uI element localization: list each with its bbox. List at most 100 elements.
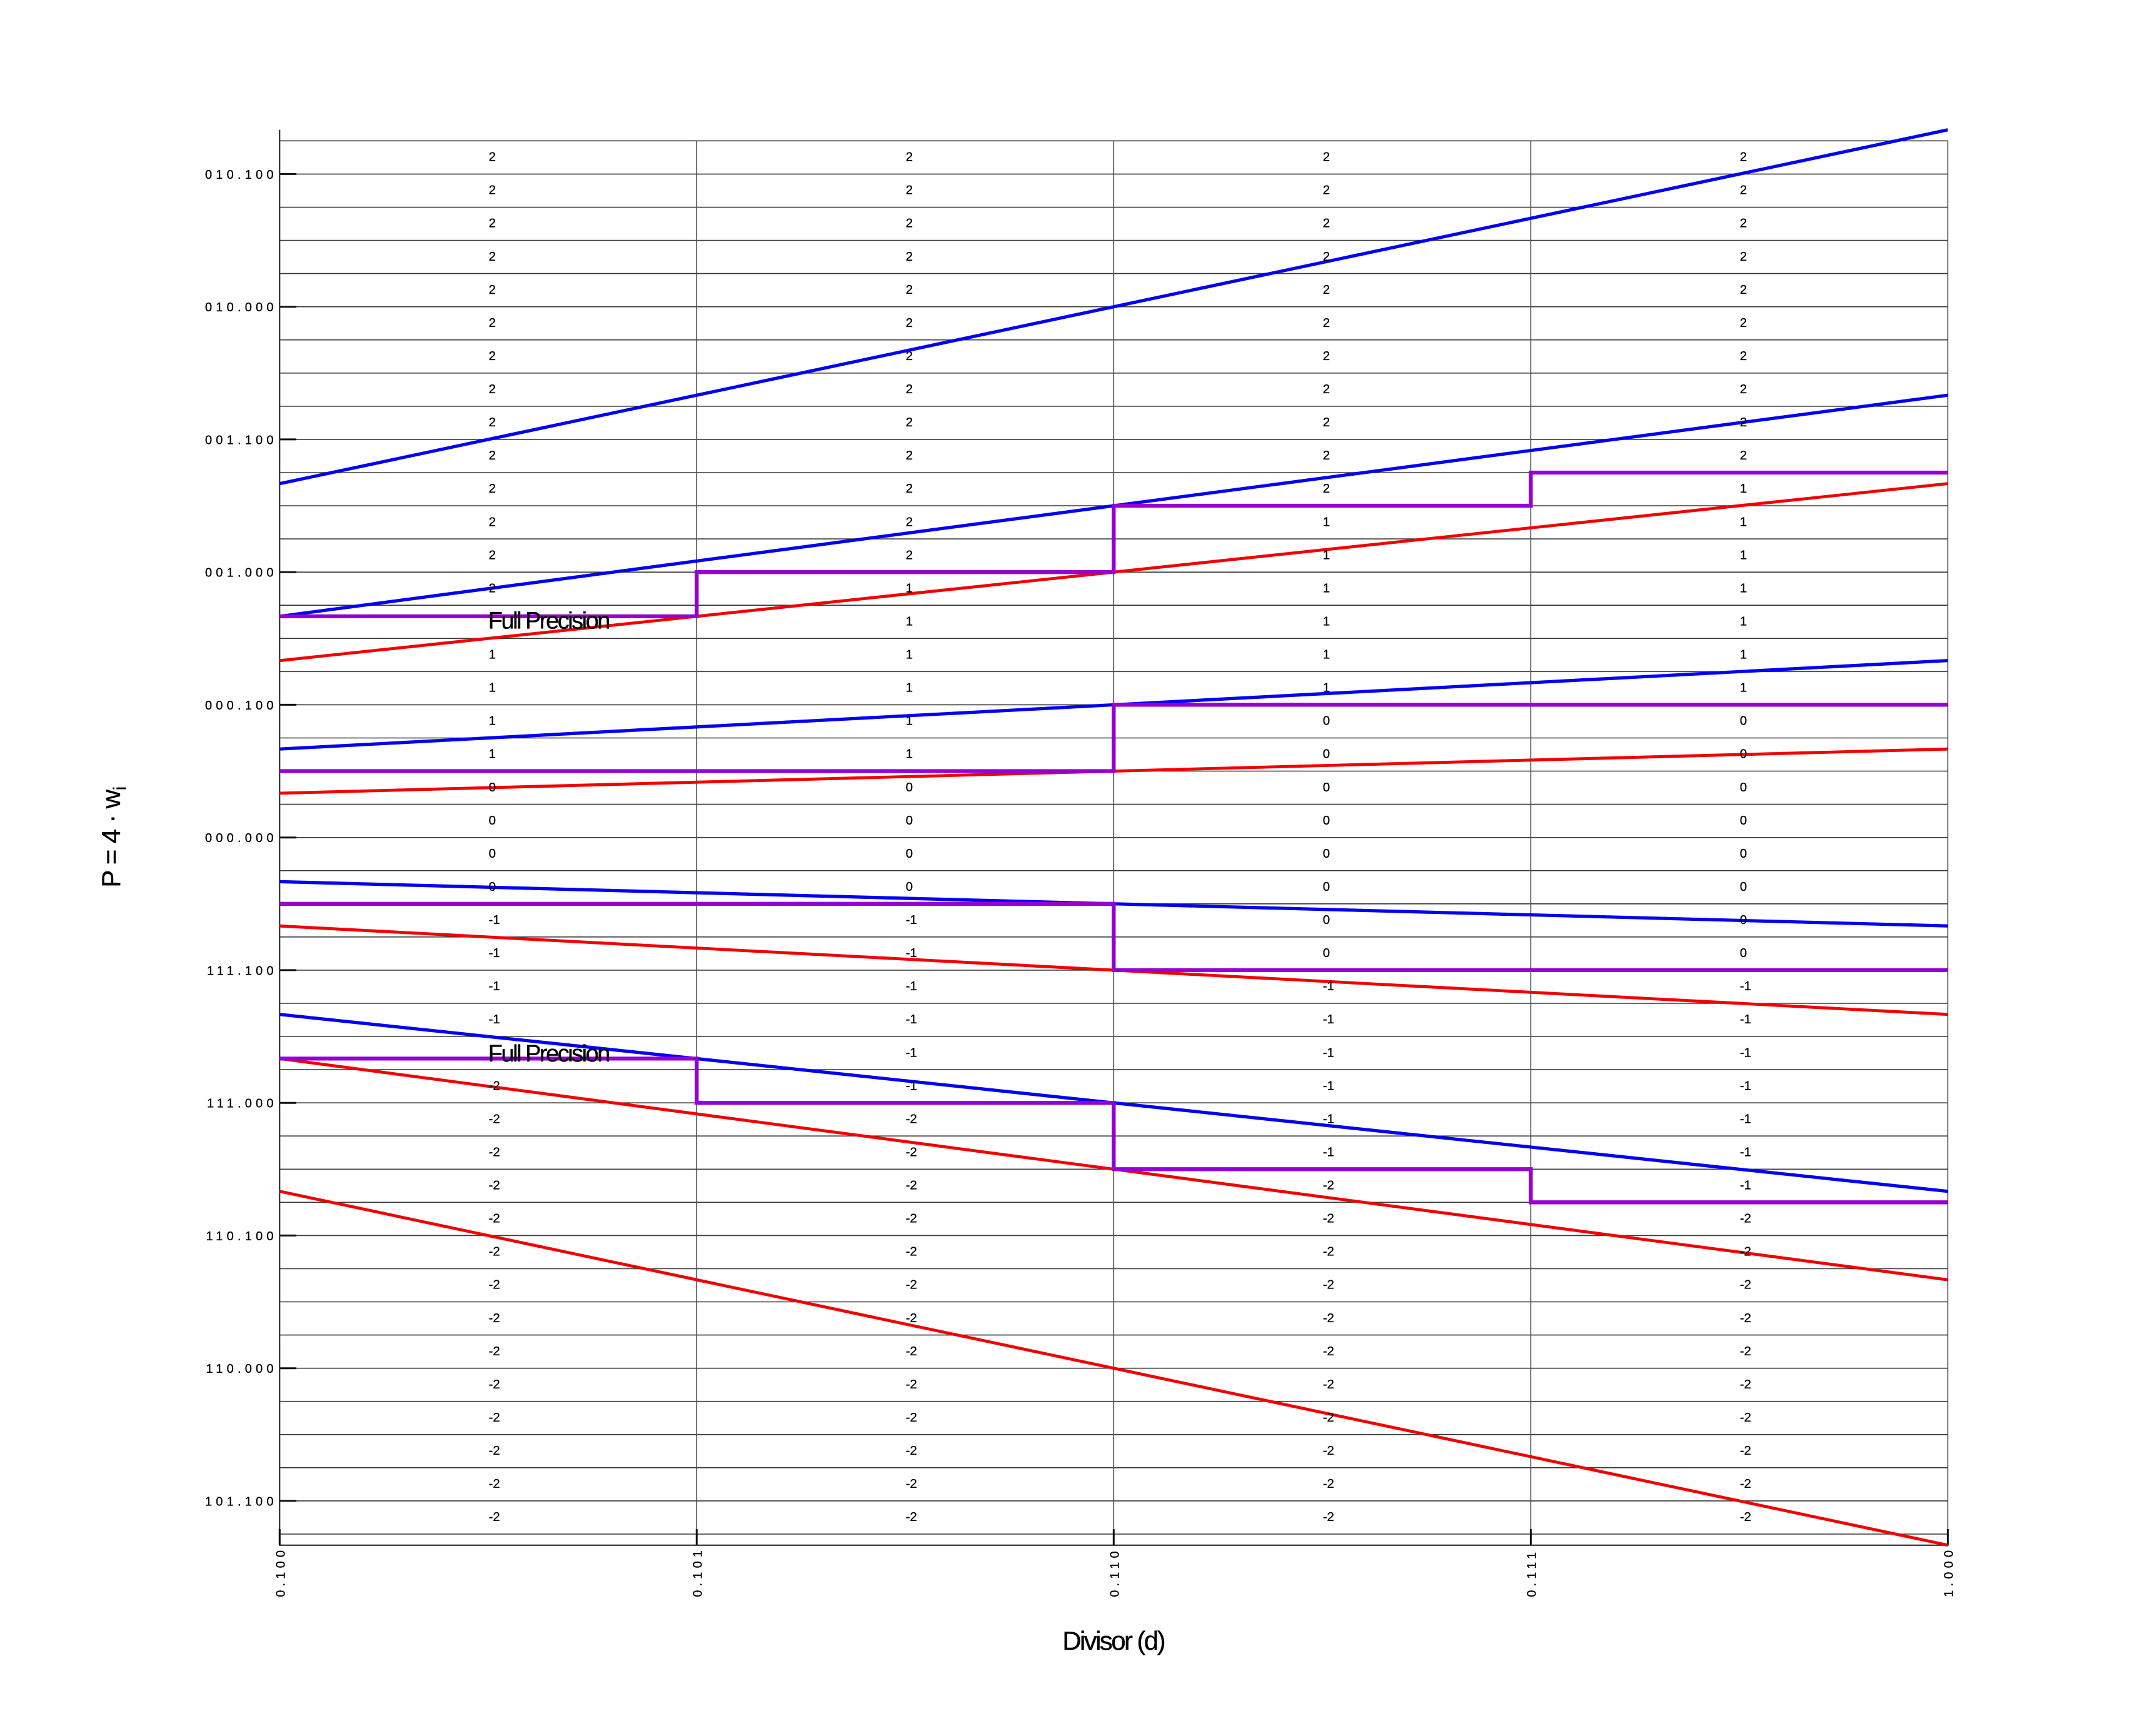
svg-text:-2: -2	[1323, 1245, 1334, 1259]
svg-text:-2: -2	[489, 1410, 500, 1425]
svg-text:-2: -2	[1740, 1212, 1751, 1226]
svg-text:-2: -2	[1323, 1443, 1334, 1458]
svg-text:-2: -2	[1323, 1212, 1334, 1226]
svg-text:P = 4 · wi: P = 4 · wi	[96, 787, 131, 888]
svg-text:2: 2	[1740, 150, 1747, 164]
svg-text:2: 2	[1740, 283, 1747, 297]
svg-text:2: 2	[489, 316, 496, 330]
svg-text:1: 1	[1323, 681, 1330, 695]
svg-text:2: 2	[1740, 349, 1747, 363]
svg-text:2: 2	[489, 581, 496, 595]
svg-text:-2: -2	[489, 1278, 500, 1292]
svg-text:2: 2	[906, 415, 913, 429]
svg-text:0: 0	[1323, 846, 1330, 861]
svg-text:-2: -2	[1740, 1443, 1751, 1458]
svg-text:-2: -2	[489, 1443, 500, 1458]
svg-text:0: 0	[1323, 780, 1330, 795]
svg-text:-2: -2	[1323, 1311, 1334, 1325]
svg-text:1: 1	[906, 681, 913, 695]
svg-text:-2: -2	[906, 1178, 917, 1193]
svg-text:2: 2	[906, 514, 913, 529]
svg-text:2: 2	[1740, 415, 1747, 429]
svg-text:0: 0	[1740, 846, 1747, 861]
svg-text:1: 1	[489, 714, 496, 728]
svg-text:0: 0	[489, 846, 496, 861]
svg-text:1: 1	[906, 714, 913, 728]
svg-text:2: 2	[906, 382, 913, 396]
svg-text:-1: -1	[906, 913, 917, 927]
svg-text:1: 1	[489, 681, 496, 695]
svg-text:2: 2	[489, 382, 496, 396]
svg-text:-1: -1	[489, 1012, 500, 1026]
svg-text:1: 1	[489, 747, 496, 761]
svg-text:0.111: 0.111	[1525, 1548, 1539, 1597]
svg-text:-2: -2	[1740, 1245, 1751, 1259]
svg-text:2: 2	[1323, 183, 1330, 198]
svg-text:-2: -2	[489, 1178, 500, 1193]
svg-text:2: 2	[489, 283, 496, 297]
svg-text:1: 1	[1740, 548, 1747, 562]
svg-text:1: 1	[1323, 581, 1330, 595]
svg-text:1: 1	[1740, 681, 1747, 695]
svg-text:2: 2	[489, 548, 496, 562]
svg-text:-2: -2	[906, 1410, 917, 1425]
svg-text:0: 0	[1740, 946, 1747, 960]
svg-text:001.000: 001.000	[205, 566, 278, 580]
svg-text:-2: -2	[1740, 1311, 1751, 1325]
svg-text:-1: -1	[1740, 1078, 1751, 1093]
svg-text:1: 1	[1323, 648, 1330, 662]
svg-text:Full Precision: Full Precision	[488, 608, 609, 634]
svg-text:-2: -2	[489, 1344, 500, 1358]
svg-text:-2: -2	[906, 1278, 917, 1292]
svg-text:2: 2	[1323, 249, 1330, 264]
svg-text:0.101: 0.101	[691, 1547, 705, 1597]
svg-text:1: 1	[906, 747, 913, 761]
svg-text:-2: -2	[906, 1344, 917, 1358]
svg-text:2: 2	[489, 249, 496, 264]
svg-text:0: 0	[1323, 946, 1330, 960]
svg-text:-2: -2	[906, 1111, 917, 1126]
svg-text:-2: -2	[1323, 1178, 1334, 1193]
svg-text:2: 2	[1740, 448, 1747, 463]
svg-text:0.100: 0.100	[274, 1547, 288, 1597]
svg-text:2: 2	[1323, 382, 1330, 396]
svg-text:1: 1	[1740, 614, 1747, 628]
svg-text:-2: -2	[1323, 1410, 1334, 1425]
svg-text:2: 2	[1740, 249, 1747, 264]
svg-text:1: 1	[489, 648, 496, 662]
svg-text:2: 2	[1323, 316, 1330, 330]
svg-text:-1: -1	[1323, 1078, 1334, 1093]
svg-text:2: 2	[906, 548, 913, 562]
svg-text:-2: -2	[1323, 1510, 1334, 1524]
svg-text:1: 1	[1740, 481, 1747, 496]
svg-text:-2: -2	[489, 1477, 500, 1491]
svg-text:-2: -2	[906, 1377, 917, 1392]
svg-text:0: 0	[906, 846, 913, 861]
svg-text:2: 2	[1323, 216, 1330, 231]
svg-text:2: 2	[1323, 415, 1330, 429]
svg-text:0.110: 0.110	[1108, 1547, 1122, 1597]
svg-text:0: 0	[1740, 913, 1747, 927]
svg-text:-1: -1	[1740, 1178, 1751, 1193]
svg-text:-2: -2	[489, 1377, 500, 1392]
svg-text:2: 2	[1323, 150, 1330, 164]
svg-text:-1: -1	[1740, 1012, 1751, 1026]
svg-text:-2: -2	[489, 1245, 500, 1259]
svg-text:2: 2	[489, 183, 496, 198]
svg-text:-2: -2	[1323, 1278, 1334, 1292]
svg-text:1.000: 1.000	[1942, 1547, 1956, 1597]
svg-text:-2: -2	[906, 1443, 917, 1458]
svg-text:2: 2	[906, 249, 913, 264]
svg-text:2: 2	[906, 183, 913, 198]
svg-text:-1: -1	[906, 979, 917, 993]
svg-text:1: 1	[1740, 648, 1747, 662]
svg-text:1: 1	[1323, 514, 1330, 529]
svg-text:-2: -2	[489, 1510, 500, 1524]
svg-text:-1: -1	[906, 1045, 917, 1060]
svg-text:-1: -1	[906, 1078, 917, 1093]
svg-text:-2: -2	[1323, 1344, 1334, 1358]
svg-text:0: 0	[489, 880, 496, 894]
svg-text:-2: -2	[1740, 1344, 1751, 1358]
svg-text:-2: -2	[489, 1078, 500, 1093]
svg-text:2: 2	[1740, 316, 1747, 330]
